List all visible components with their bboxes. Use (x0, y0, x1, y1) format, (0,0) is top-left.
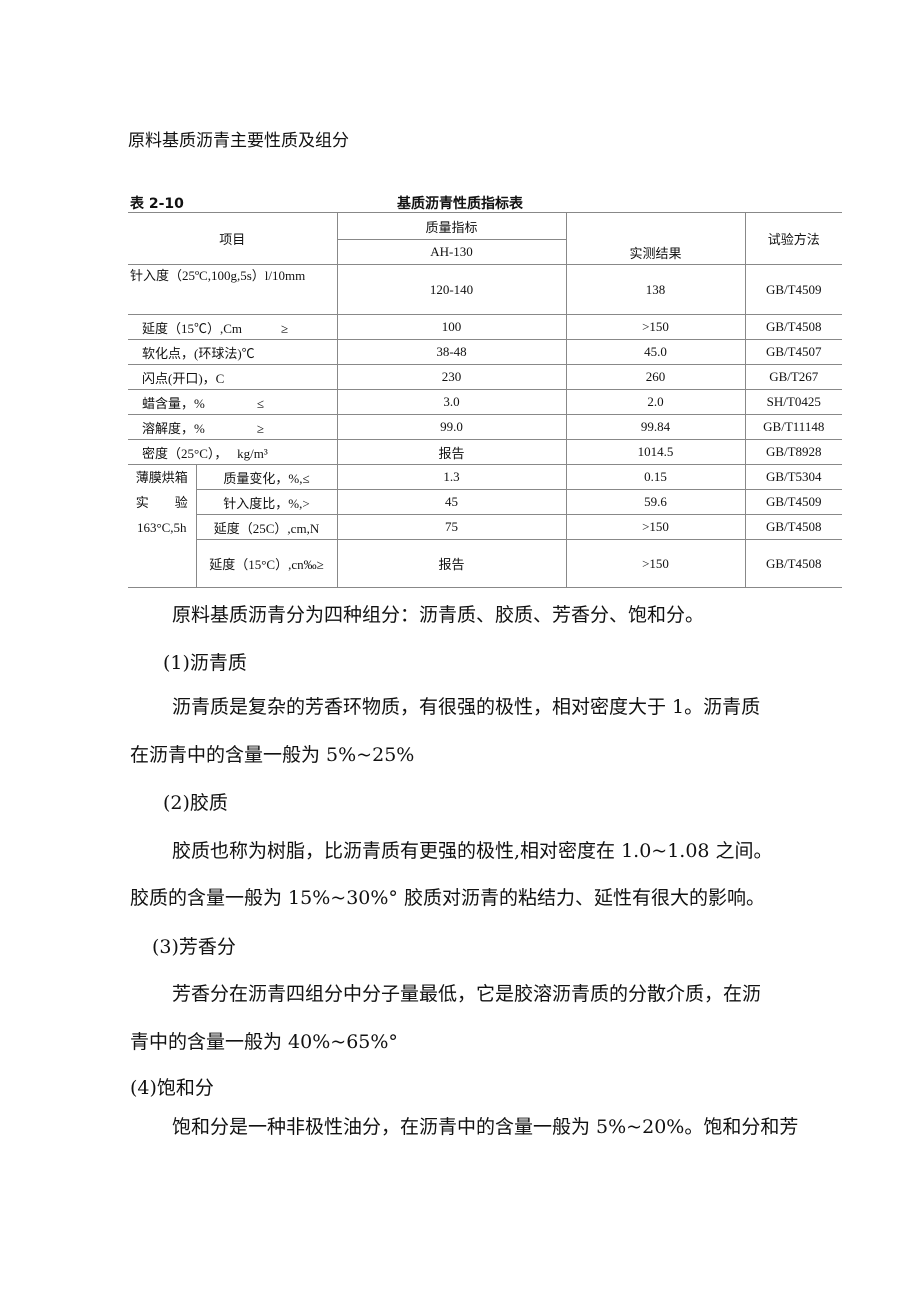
method-cell: GB/T4508 (744, 514, 842, 540)
table-row: 延度（15℃）,Cm ≥100 >150 GB/T4508 (128, 314, 842, 340)
group-label: 薄膜烘箱实 验 163°C,5h (128, 464, 197, 588)
result-cell: 1014.5 (565, 439, 746, 465)
header-result: 实测结果 (565, 212, 746, 265)
spec-cell: 3.0 (336, 389, 567, 415)
table-row: 溶解度，% ≥99.0 99.84 GB/T11148 (128, 414, 842, 440)
paragraph-line: 沥青质是复杂的芳香环物质，有很强的极性，相对密度大于 1。沥青质 (172, 696, 761, 718)
table-title: 基质沥青性质指标表 (397, 196, 523, 212)
method-cell: GB/T4507 (744, 339, 842, 365)
result-cell: 59.6 (565, 489, 746, 515)
method-cell: GB/T8928 (744, 439, 842, 465)
paragraph-line: 饱和分是一种非极性油分，在沥青中的含量一般为 5%~20%。饱和分和芳 (172, 1116, 799, 1138)
paragraph-line: 原料基质沥青分为四种组分：沥青质、胶质、芳香分、饱和分。 (172, 604, 705, 626)
method-cell: GB/T4508 (744, 539, 842, 588)
item-cell: 密度（25°C）， kg/m³ (128, 439, 338, 465)
spec-cell: 报告 (336, 539, 567, 588)
paragraph-line: (3)芳香分 (152, 936, 236, 958)
item-cell: 延度（25C）,cm,N (195, 514, 338, 540)
group-label-line: 实 验 (135, 495, 188, 510)
paragraph-line: 胶质也称为树脂，比沥青质有更强的极性,相对密度在 1.0~1.08 之间。 (172, 840, 773, 862)
spec-cell: 100 (336, 314, 567, 340)
spec-cell: 38-48 (336, 339, 567, 365)
table-row: 软化点，(环球法)℃ 38-48 45.0 GB/T4507 (128, 339, 842, 365)
properties-table: 项目 质量指标 实测结果 试验方法 AH-130 针入度（25ºC,100g,5… (128, 212, 842, 588)
paragraph-line: 在沥青中的含量一般为 5%~25% (130, 744, 415, 766)
item-cell: 软化点，(环球法)℃ (128, 339, 338, 365)
table-row: 蜡含量，% ≤3.0 2.0 SH/T0425 (128, 389, 842, 415)
header-grade: AH-130 (336, 239, 567, 265)
result-cell: >150 (565, 514, 746, 540)
table-row: 延度（25C）,cm,N 75 >150 GB/T4508 (128, 514, 842, 540)
spec-cell: 45 (336, 489, 567, 515)
item-cell: 延度（15°C）,cn‰≥ (195, 539, 338, 588)
table-number: 表 2-10 (130, 196, 184, 212)
paragraph-line: 胶质的含量一般为 15%~30%° 胶质对沥青的粘结力、延性有很大的影响。 (130, 887, 765, 909)
paragraph-line: (4)饱和分 (130, 1077, 214, 1099)
method-cell: GB/T11148 (744, 414, 842, 440)
item-cell: 溶解度，% ≥ (128, 414, 338, 440)
method-cell: GB/T4509 (744, 489, 842, 515)
result-cell: >150 (565, 539, 746, 588)
result-cell: 99.84 (565, 414, 746, 440)
result-cell: 2.0 (565, 389, 746, 415)
table-row: 针入度比，%,> 45 59.6 GB/T4509 (128, 489, 842, 515)
paragraph-line: (2)胶质 (163, 792, 228, 814)
header-quality: 质量指标 (336, 212, 567, 240)
header-item: 项目 (128, 212, 338, 265)
table-row: 密度（25°C）， kg/m³ 报告 1014.5 GB/T8928 (128, 439, 842, 465)
item-cell: 针入度比，%,> (195, 489, 338, 515)
result-cell: 260 (565, 364, 746, 390)
spec-cell: 120-140 (336, 264, 567, 315)
spec-cell: 230 (336, 364, 567, 390)
header-method: 试验方法 (744, 212, 842, 265)
paragraph-line: 芳香分在沥青四组分中分子量最低，它是胶溶沥青质的分散介质，在沥 (172, 983, 762, 1005)
table-row: 闪点(开口)，C 230 260 GB/T267 (128, 364, 842, 390)
spec-cell: 99.0 (336, 414, 567, 440)
spec-cell: 75 (336, 514, 567, 540)
table-row: 延度（15°C）,cn‰≥ 报告 >150 GB/T4508 (128, 539, 842, 588)
result-cell: 45.0 (565, 339, 746, 365)
item-cell: 蜡含量，% ≤ (128, 389, 338, 415)
group-label-line: 163°C,5h (136, 520, 187, 535)
paragraph-line: 青中的含量一般为 40%~65%° (130, 1031, 398, 1053)
table-row: 薄膜烘箱实 验 163°C,5h 质量变化，%,≤ 1.3 0.15 GB/T5304 (128, 464, 842, 588)
item-cell: 针入度（25ºC,100g,5s）l/10mm (128, 264, 338, 315)
result-cell: >150 (565, 314, 746, 340)
method-cell: GB/T5304 (744, 464, 842, 490)
spec-cell: 报告 (336, 439, 567, 465)
result-cell: 138 (565, 264, 746, 315)
spec-cell: 1.3 (336, 464, 567, 490)
section-heading: 原料基质沥青主要性质及组分 (128, 131, 349, 151)
method-cell: GB/T4508 (744, 314, 842, 340)
item-cell: 闪点(开口)，C (128, 364, 338, 390)
table-row: 针入度（25ºC,100g,5s）l/10mm 120-140 138 GB/T450… (128, 264, 842, 315)
group-label-line: 薄膜烘箱 (135, 470, 188, 485)
method-cell: SH/T0425 (744, 389, 842, 415)
item-cell: 延度（15℃）,Cm ≥ (128, 314, 338, 340)
method-cell: GB/T4509 (744, 264, 842, 315)
method-cell: GB/T267 (744, 364, 842, 390)
result-cell: 0.15 (565, 464, 746, 490)
paragraph-line: (1)沥青质 (163, 652, 247, 674)
item-cell: 质量变化，%,≤ (195, 464, 338, 490)
